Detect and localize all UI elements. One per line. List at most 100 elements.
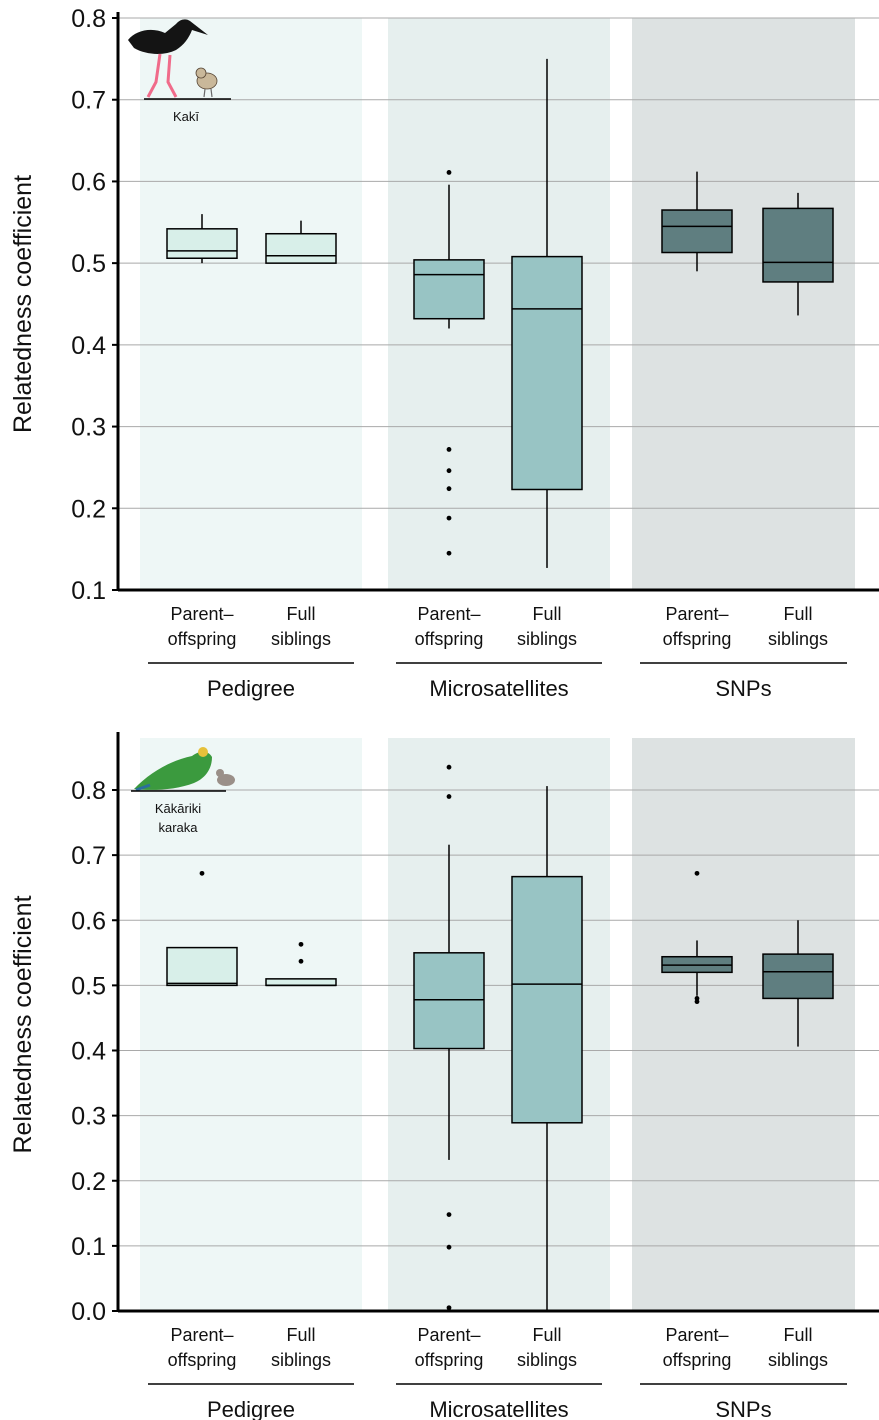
y-tick-label: 0.6 bbox=[71, 168, 106, 196]
chick-body bbox=[217, 774, 235, 786]
outlier-point bbox=[298, 941, 304, 947]
y-tick-label: 0.6 bbox=[71, 907, 106, 935]
y-tick-label: 0.8 bbox=[71, 777, 106, 805]
group-label: SNPs bbox=[715, 676, 771, 701]
category-label: siblings bbox=[768, 1350, 828, 1370]
group-label: Microsatellites bbox=[429, 1397, 568, 1420]
box-iqr bbox=[265, 232, 337, 264]
category-label: siblings bbox=[271, 1350, 331, 1370]
category-label: Full bbox=[783, 604, 812, 624]
box-pedigree-parent-offspring bbox=[166, 214, 238, 264]
outlier-point bbox=[446, 1244, 452, 1250]
box-microsatellites-parent-offspring bbox=[413, 170, 485, 556]
y-tick-label: 0.4 bbox=[71, 1038, 106, 1066]
box-pedigree-parent-offspring bbox=[166, 870, 238, 987]
category-label: Full bbox=[532, 1325, 561, 1345]
category-label: offspring bbox=[415, 629, 484, 649]
box-microsatellites-full-siblings bbox=[511, 786, 583, 1311]
box-iqr bbox=[166, 228, 238, 259]
y-tick-label: 0.5 bbox=[71, 972, 106, 1000]
y-tick-label: 0.1 bbox=[71, 577, 106, 605]
chick-head bbox=[195, 67, 207, 79]
y-tick-label: 0.5 bbox=[71, 250, 106, 278]
y-tick-label: 0.0 bbox=[71, 1298, 106, 1326]
category-label: Parent– bbox=[417, 1325, 480, 1345]
box-iqr bbox=[413, 952, 485, 1050]
outlier-point bbox=[446, 447, 452, 452]
outlier-point bbox=[446, 468, 452, 474]
bird-crown bbox=[198, 747, 208, 757]
category-label: siblings bbox=[517, 629, 577, 649]
category-label: Parent– bbox=[665, 604, 728, 624]
group-background-pedigree bbox=[140, 738, 362, 1311]
box-iqr bbox=[762, 207, 834, 283]
group-background-snps bbox=[632, 18, 855, 590]
outlier-point bbox=[199, 870, 205, 876]
group-label: SNPs bbox=[715, 1397, 771, 1420]
y-tick-label: 0.4 bbox=[71, 332, 106, 360]
y-tick-label: 0.2 bbox=[71, 495, 106, 523]
bird-tail bbox=[135, 783, 151, 792]
bird-body bbox=[128, 19, 208, 54]
box-pedigree-full-siblings bbox=[265, 941, 337, 987]
outlier-point bbox=[298, 958, 304, 964]
y-tick-label: 0.7 bbox=[71, 842, 106, 870]
box-microsatellites-parent-offspring bbox=[413, 764, 485, 1311]
bird-legs bbox=[146, 53, 178, 98]
box-snps-full-siblings bbox=[762, 192, 834, 316]
category-label: Parent– bbox=[170, 604, 233, 624]
category-label: offspring bbox=[168, 1350, 237, 1370]
kakariki-parakeet-bird-icon: Kākāriki karaka bbox=[131, 747, 235, 835]
group-label: Pedigree bbox=[207, 1397, 295, 1420]
category-label: Full bbox=[783, 1325, 812, 1345]
outlier-point bbox=[446, 1305, 452, 1311]
category-label: Parent– bbox=[170, 1325, 233, 1345]
category-label: offspring bbox=[168, 629, 237, 649]
chart-panel-2: 0.0 0.1 0.2 0.3 0.4 0.5 0.6 0.7 0.8 Relatedness c… bbox=[9, 732, 879, 1420]
category-label: offspring bbox=[663, 629, 732, 649]
chart-panel-1: 0.1 0.2 0.3 0.4 0.5 0.6 0.7 0.8 Relatedness coef… bbox=[9, 5, 879, 701]
outlier-point bbox=[446, 515, 452, 521]
group-label: Pedigree bbox=[207, 676, 295, 701]
outlier-point bbox=[446, 764, 452, 770]
species-label: Kākāriki bbox=[155, 801, 201, 816]
category-label: Parent– bbox=[665, 1325, 728, 1345]
y-tick-label: 0.1 bbox=[71, 1233, 106, 1261]
outlier-point bbox=[694, 870, 700, 876]
outlier-point bbox=[446, 550, 452, 556]
chick-head bbox=[216, 769, 224, 777]
box-iqr bbox=[413, 259, 485, 320]
kaki-stilt-bird-icon: Kakī bbox=[128, 19, 231, 124]
box-iqr bbox=[166, 946, 238, 987]
group-background-pedigree bbox=[140, 18, 362, 590]
outlier-point bbox=[446, 794, 452, 799]
category-label: siblings bbox=[271, 629, 331, 649]
box-iqr bbox=[511, 255, 583, 491]
box-iqr bbox=[661, 209, 733, 254]
group-background-snps bbox=[632, 738, 855, 1311]
box-snps-full-siblings bbox=[762, 920, 834, 1047]
species-label: Kakī bbox=[173, 109, 199, 124]
category-label: Full bbox=[286, 604, 315, 624]
box-iqr bbox=[511, 875, 583, 1124]
bird-body bbox=[134, 751, 212, 790]
outlier-point bbox=[446, 486, 452, 492]
box-iqr bbox=[762, 953, 834, 1000]
y-tick-label: 0.7 bbox=[71, 87, 106, 115]
y-tick-label: 0.2 bbox=[71, 1168, 106, 1196]
category-label: offspring bbox=[663, 1350, 732, 1370]
box-microsatellites-full-siblings bbox=[511, 58, 583, 568]
box-iqr bbox=[265, 978, 337, 987]
category-label: Parent– bbox=[417, 604, 480, 624]
box-snps-parent-offspring bbox=[661, 870, 733, 1005]
outlier-point bbox=[446, 170, 452, 175]
outlier-point bbox=[446, 1212, 452, 1218]
group-label: Microsatellites bbox=[429, 676, 568, 701]
y-tick-label: 0.3 bbox=[71, 1103, 106, 1131]
species-label: karaka bbox=[158, 820, 198, 835]
y-tick-label: 0.3 bbox=[71, 414, 106, 442]
category-label: siblings bbox=[768, 629, 828, 649]
y-axis-title: Relatedness coefficient bbox=[9, 175, 37, 433]
category-label: offspring bbox=[415, 1350, 484, 1370]
